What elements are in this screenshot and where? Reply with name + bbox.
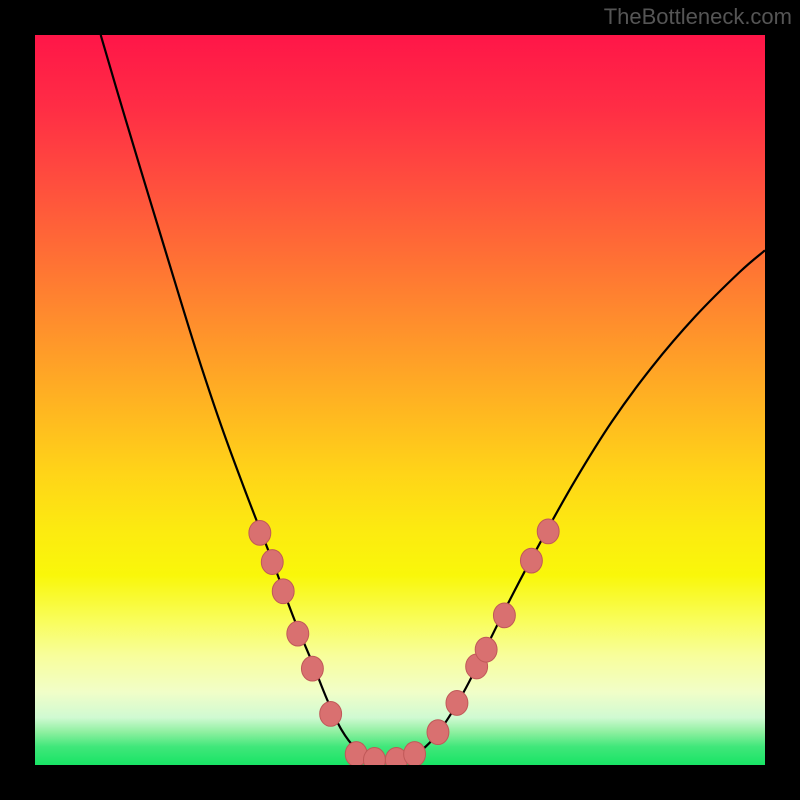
data-marker — [493, 603, 515, 628]
data-marker — [427, 720, 449, 745]
data-marker — [404, 742, 426, 767]
data-marker — [537, 519, 559, 544]
data-marker — [520, 548, 542, 573]
data-marker — [475, 637, 497, 662]
data-marker — [261, 550, 283, 575]
data-marker — [320, 701, 342, 726]
data-marker — [301, 656, 323, 681]
data-marker — [272, 579, 294, 604]
data-marker — [287, 621, 309, 646]
watermark-text: TheBottleneck.com — [604, 4, 792, 30]
bottleneck-chart — [0, 0, 800, 800]
chart-plot-area — [35, 35, 765, 765]
data-marker — [446, 691, 468, 716]
data-marker — [249, 520, 271, 545]
